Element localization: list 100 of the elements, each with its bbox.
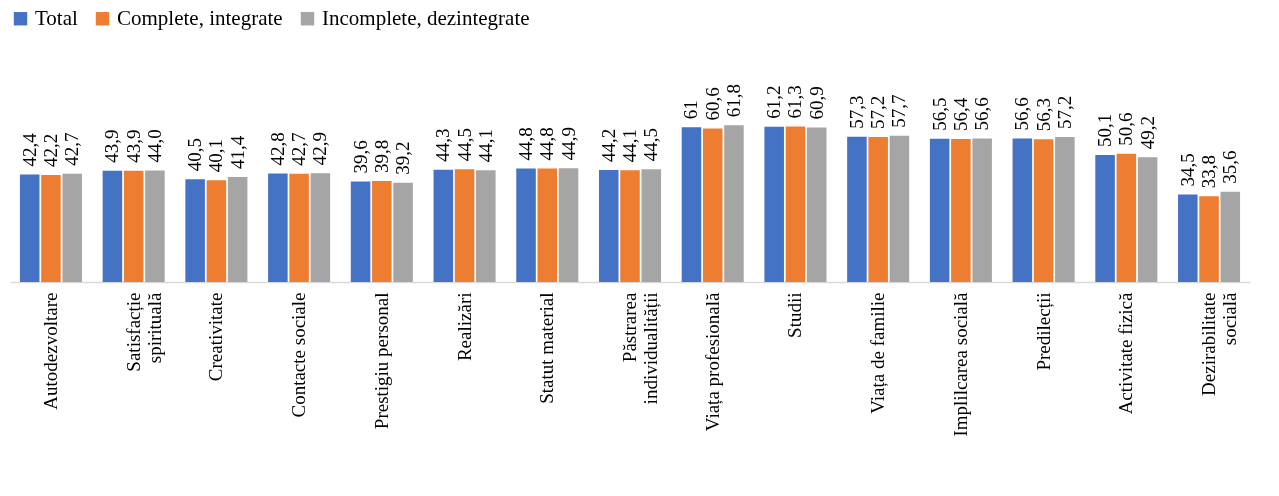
data-label: 61,2: [763, 85, 785, 119]
data-label: 42,4: [18, 132, 40, 167]
bar: [785, 126, 806, 282]
legend-label: Complete, integrate: [117, 5, 283, 30]
bar: [350, 181, 371, 282]
bar: [19, 174, 40, 282]
data-label: 56,3: [1032, 98, 1054, 132]
data-label: 40,1: [205, 139, 227, 173]
bar: [41, 175, 61, 282]
data-label: 44,3: [432, 128, 454, 162]
bar: [433, 169, 454, 282]
bar: [516, 168, 536, 282]
data-label: 44,1: [474, 128, 496, 163]
data-label: 42,7: [288, 132, 310, 166]
x-tick-label: Studii: [784, 292, 806, 338]
x-tick-label: Implilcarea socială: [949, 291, 971, 437]
bar: [929, 138, 950, 282]
data-label: 56,5: [928, 97, 950, 131]
data-label: 44,0: [143, 129, 165, 163]
data-label: 56,4: [949, 97, 971, 132]
x-tick-label: Dezirabilitate socială: [1198, 291, 1241, 396]
bar: [847, 136, 867, 282]
data-label: 40,5: [184, 138, 206, 172]
x-tick-label: Viața profesională: [701, 291, 723, 432]
bar: [1178, 194, 1198, 282]
data-label: 49,2: [1136, 116, 1158, 150]
bar: [1055, 136, 1075, 282]
data-label: 34,5: [1176, 153, 1198, 187]
legend-label: Incomplete, dezintegrate: [322, 5, 530, 30]
bar: [1137, 157, 1158, 282]
bar: [620, 170, 640, 282]
data-label: 57,2: [867, 95, 889, 129]
x-tick-label: Prestigiu personal: [370, 292, 392, 430]
x-tick-label: Autodezvoltare: [39, 292, 61, 410]
bar: [558, 168, 579, 282]
x-tick-label: Satisfacție spirituală: [122, 291, 165, 372]
data-label: 35,6: [1219, 150, 1241, 184]
data-label: 61,8: [722, 84, 744, 118]
bar: [951, 139, 971, 282]
bar: [454, 169, 475, 282]
bar: [227, 177, 248, 282]
data-label: 56,6: [971, 97, 993, 131]
bar: [268, 173, 288, 282]
bar: [681, 127, 702, 282]
bar: [1220, 191, 1241, 282]
bar: [764, 126, 784, 282]
bar: [806, 127, 827, 282]
data-label: 57,7: [888, 94, 910, 128]
data-label: 44,8: [515, 127, 537, 161]
data-label: 43,9: [122, 129, 144, 163]
bar: [62, 173, 82, 282]
data-label: 39,2: [392, 141, 414, 175]
data-label: 61: [680, 100, 702, 120]
bar: [123, 170, 144, 282]
bar: [598, 169, 619, 282]
bar: [185, 179, 205, 282]
data-label: 42,2: [39, 133, 61, 168]
x-tick-label: Păstrarea individualității: [619, 291, 661, 405]
data-label: 42,7: [61, 132, 83, 166]
data-label: 33,8: [1198, 155, 1220, 189]
data-label: 50,1: [1094, 113, 1116, 147]
bar: [289, 173, 309, 282]
x-tick-label: Activitate fizică: [1115, 291, 1137, 415]
bar: [476, 170, 496, 282]
data-label: 44,1: [619, 128, 640, 163]
bar: [102, 170, 123, 282]
bar: [1012, 138, 1033, 282]
x-tick-label: Creativitate: [205, 292, 227, 382]
data-label: 42,9: [309, 132, 331, 166]
data-label: 60,9: [805, 86, 827, 120]
bar: [1116, 153, 1137, 282]
data-label: 41,4: [226, 135, 248, 170]
data-label: 57,3: [845, 95, 867, 129]
x-tick-label: Realizări: [453, 292, 475, 362]
data-label: 44,8: [536, 127, 558, 161]
bar: [868, 136, 888, 282]
bar: [145, 170, 165, 282]
bar: [641, 169, 662, 282]
data-label: 44,5: [453, 127, 475, 162]
data-label: 44,2: [597, 128, 619, 162]
data-label: 44,9: [557, 126, 579, 161]
x-tick-label: Statut material: [536, 292, 558, 404]
x-tick-label: Viața de familie: [867, 292, 889, 414]
bar: [724, 125, 744, 282]
bar: [1199, 196, 1219, 282]
data-label: 44,5: [640, 127, 662, 162]
data-label: 43,9: [101, 129, 123, 163]
data-label: 39,6: [349, 140, 371, 174]
x-tick-label: Contacte sociale: [288, 292, 310, 418]
bar: [1033, 139, 1054, 282]
data-label: 57,2: [1053, 95, 1075, 129]
data-label: 61,3: [784, 85, 806, 119]
data-label: 42,8: [266, 132, 288, 166]
legend-label: Total: [35, 5, 79, 30]
bar: [206, 180, 227, 282]
data-label: 60,6: [701, 87, 723, 121]
data-label: 39,8: [370, 139, 392, 174]
bar: [889, 135, 910, 282]
bar: [702, 128, 723, 282]
data-label: 56,6: [1011, 97, 1033, 131]
